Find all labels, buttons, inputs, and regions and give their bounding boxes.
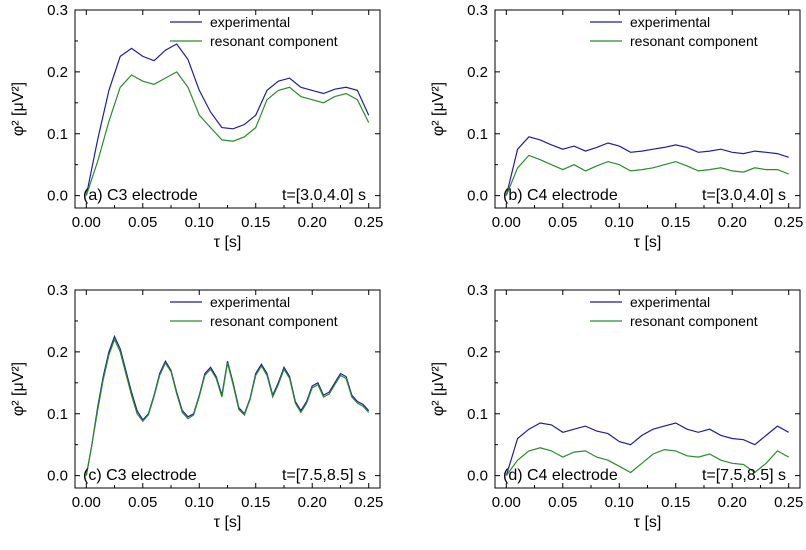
series-line-resonant	[85, 337, 370, 476]
x-axis-label: τ [s]	[214, 514, 242, 531]
x-tick-label: 0.00	[72, 494, 101, 511]
x-tick-label: 0.05	[548, 214, 577, 231]
series-line-resonant	[85, 71, 370, 196]
x-tick-label: 0.20	[298, 214, 327, 231]
legend-label: resonant component	[210, 33, 338, 49]
y-tick-label: 0.2	[467, 64, 488, 81]
panel-c: 0.00 0.05 0.10 0.15 0.20 0.25 0.0 0.1 0.2 0.3 expe…	[10, 282, 383, 531]
x-tick-label: 0.15	[661, 494, 690, 511]
x-axis-label: τ [s]	[634, 514, 662, 531]
x-tick-label: 0.15	[241, 494, 270, 511]
legend-label: experimental	[630, 14, 710, 30]
y-axis-label: φ² [μV²]	[430, 362, 447, 416]
series-line-experimental	[505, 422, 789, 476]
x-tick-label: 0.05	[128, 494, 157, 511]
y-tick-label: 0.0	[467, 188, 488, 205]
x-tick-label: 0.00	[492, 214, 521, 231]
series-line-resonant	[505, 154, 789, 196]
time-window-label: t=[3.0,4.0] s	[702, 187, 786, 204]
x-tick-label: 0.25	[774, 214, 803, 231]
x-tick-label: 0.10	[605, 494, 634, 511]
series-line-experimental	[85, 334, 370, 476]
panel-label: (c) C3 electrode	[83, 467, 197, 484]
y-tick-label: 0.0	[47, 188, 68, 205]
time-window-label: t=[7.5,8.5] s	[282, 467, 366, 484]
x-axis-label: τ [s]	[634, 234, 662, 251]
series-line-experimental	[85, 43, 370, 196]
x-tick-label: 0.25	[354, 214, 383, 231]
x-tick-label: 0.25	[774, 494, 803, 511]
x-axis-label: τ [s]	[214, 234, 242, 251]
x-tick-label: 0.15	[241, 214, 270, 231]
x-tick-label: 0.20	[718, 494, 747, 511]
y-tick-label: 0.2	[47, 344, 68, 361]
x-tick-label: 0.25	[354, 494, 383, 511]
y-tick-label: 0.0	[47, 468, 68, 485]
y-tick-label: 0.1	[467, 126, 488, 143]
legend-label: resonant component	[630, 313, 758, 329]
legend-label: resonant component	[210, 313, 338, 329]
panel-a: 0.00 0.05 0.10 0.15 0.20 0.25 0.0 0.1 0.2 0.3 expe…	[10, 2, 383, 251]
time-window-label: t=[3.0,4.0] s	[282, 187, 366, 204]
x-tick-label: 0.15	[661, 214, 690, 231]
x-tick-label: 0.10	[185, 494, 214, 511]
y-tick-label: 0.2	[47, 64, 68, 81]
legend-label: experimental	[210, 14, 290, 30]
y-tick-label: 0.3	[467, 282, 488, 299]
x-tick-label: 0.00	[492, 494, 521, 511]
y-tick-label: 0.3	[47, 2, 68, 19]
y-tick-label: 0.1	[467, 406, 488, 423]
panel-b: 0.00 0.05 0.10 0.15 0.20 0.25 0.0 0.1 0.2 0.3 expe…	[430, 2, 803, 251]
legend-label: experimental	[630, 294, 710, 310]
time-window-label: t=[7.5,8.5] s	[702, 467, 786, 484]
x-tick-label: 0.00	[72, 214, 101, 231]
y-tick-label: 0.1	[47, 126, 68, 143]
y-tick-label: 0.2	[467, 344, 488, 361]
legend-label: resonant component	[630, 33, 758, 49]
x-tick-label: 0.20	[718, 214, 747, 231]
y-tick-label: 0.3	[467, 2, 488, 19]
series-line-resonant	[505, 447, 789, 476]
y-axis-label: φ² [μV²]	[10, 362, 27, 416]
x-tick-label: 0.20	[298, 494, 327, 511]
panel-label: (b) C4 electrode	[503, 187, 618, 204]
y-axis-label: φ² [μV²]	[10, 82, 27, 136]
panel-d: 0.00 0.05 0.10 0.15 0.20 0.25 0.0 0.1 0.2 0.3 expe…	[430, 282, 803, 531]
y-tick-label: 0.0	[467, 468, 488, 485]
x-tick-label: 0.10	[605, 214, 634, 231]
panel-label: (d) C4 electrode	[503, 467, 618, 484]
y-tick-label: 0.3	[47, 282, 68, 299]
x-tick-label: 0.10	[185, 214, 214, 231]
series-line-experimental	[505, 136, 789, 196]
x-tick-label: 0.05	[128, 214, 157, 231]
y-axis-label: φ² [μV²]	[430, 82, 447, 136]
x-tick-label: 0.05	[548, 494, 577, 511]
panel-label: (a) C3 electrode	[83, 187, 198, 204]
legend-label: experimental	[210, 294, 290, 310]
y-tick-label: 0.1	[47, 406, 68, 423]
